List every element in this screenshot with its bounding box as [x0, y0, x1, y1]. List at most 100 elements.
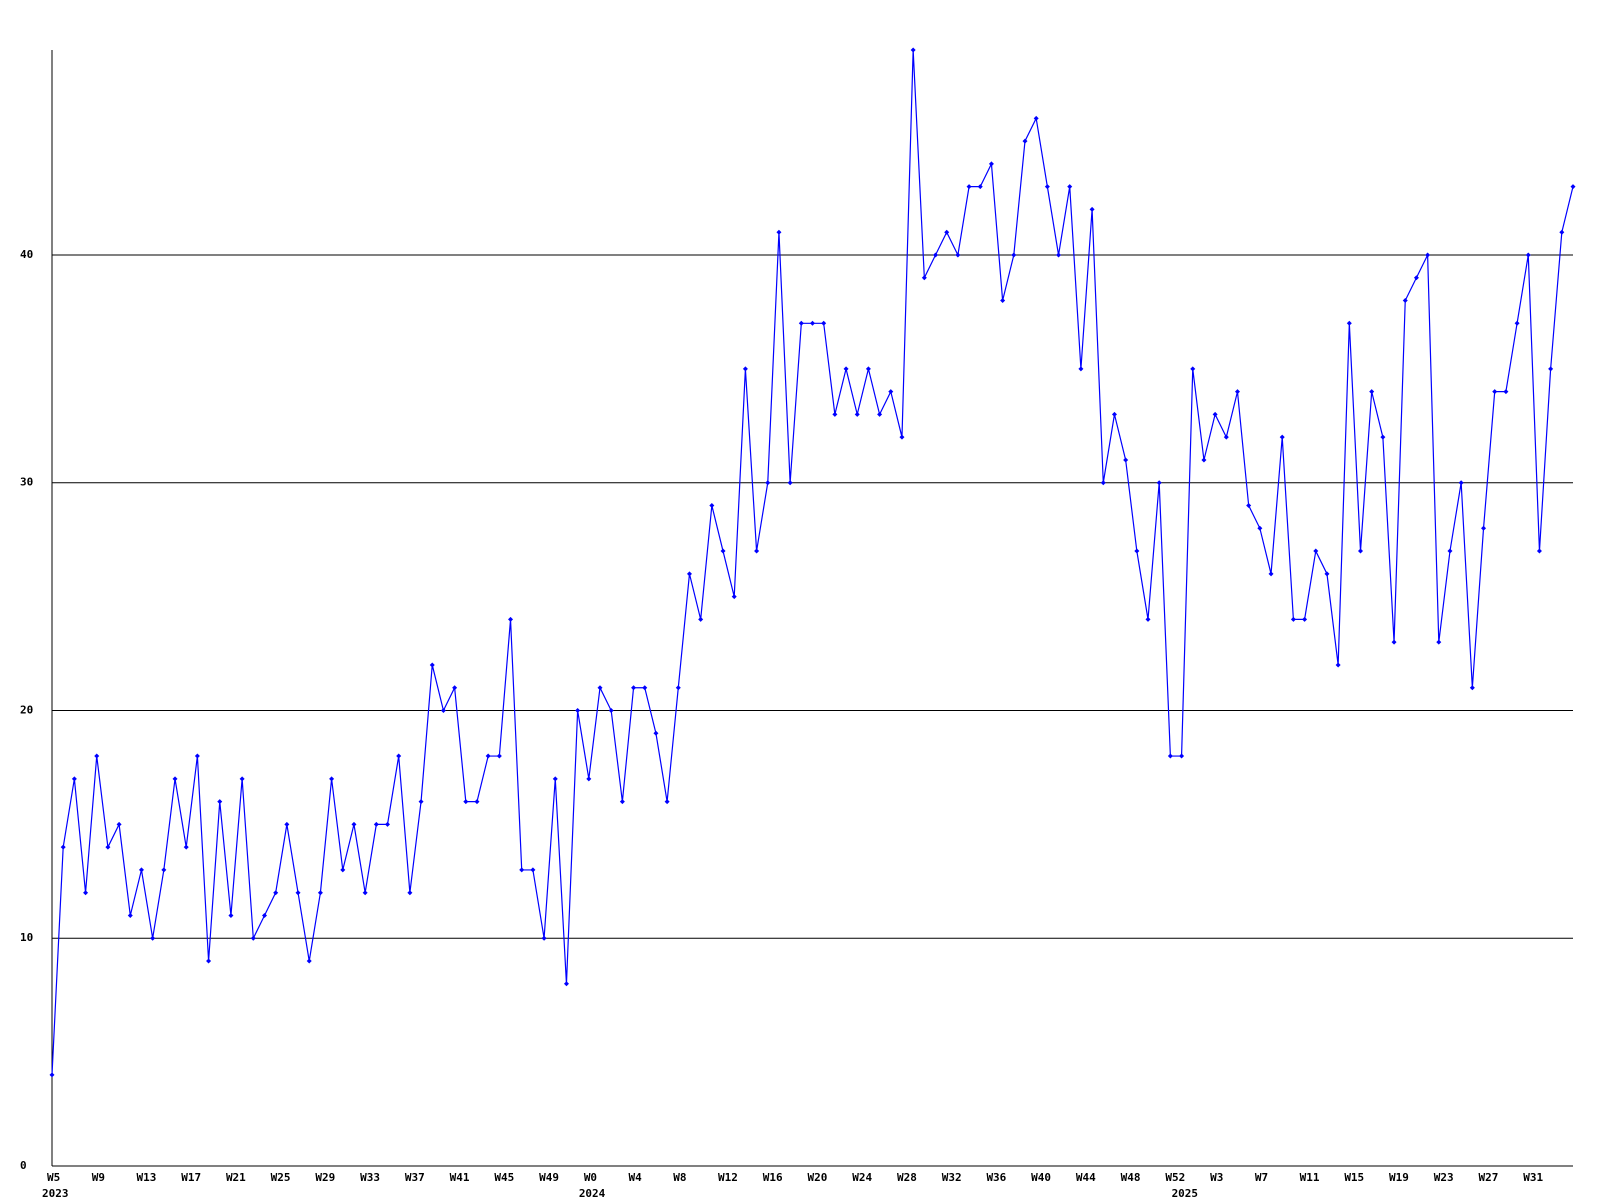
- point: [955, 252, 961, 258]
- point: [1481, 525, 1487, 531]
- point: [161, 867, 167, 873]
- x-tick-label: W25: [271, 1171, 291, 1184]
- point: [1257, 525, 1263, 531]
- point: [1346, 320, 1352, 326]
- x-tick-label: W52: [1165, 1171, 1185, 1184]
- point: [1111, 411, 1117, 417]
- x-tick-label: W27: [1479, 1171, 1499, 1184]
- point: [552, 776, 558, 782]
- x-tick-label: W45: [494, 1171, 514, 1184]
- point: [1447, 548, 1453, 554]
- x-tick-label: W8: [673, 1171, 686, 1184]
- point: [407, 890, 413, 896]
- point: [1201, 457, 1207, 463]
- point: [273, 890, 279, 896]
- point: [519, 867, 525, 873]
- point: [575, 707, 581, 713]
- x-tick-label: W33: [360, 1171, 380, 1184]
- point: [1536, 548, 1542, 554]
- point: [1279, 434, 1285, 440]
- x-tick-label: W13: [136, 1171, 156, 1184]
- x-tick-label: W31: [1523, 1171, 1543, 1184]
- x-tick-label: W0: [584, 1171, 597, 1184]
- point: [742, 366, 748, 372]
- point: [206, 958, 212, 964]
- point: [217, 799, 223, 805]
- point: [1134, 548, 1140, 554]
- x-tick-label: W9: [92, 1171, 105, 1184]
- x-tick-label: W20: [808, 1171, 828, 1184]
- point: [317, 890, 323, 896]
- point: [194, 753, 200, 759]
- x-tick-label: W5: [47, 1171, 60, 1184]
- point: [754, 548, 760, 554]
- point: [1458, 480, 1464, 486]
- point: [563, 981, 569, 987]
- point: [1525, 252, 1531, 258]
- point: [854, 411, 860, 417]
- point: [664, 799, 670, 805]
- x-year-label: 2025: [1172, 1187, 1199, 1200]
- point: [1156, 480, 1162, 486]
- point: [1324, 571, 1330, 577]
- point: [1302, 616, 1308, 622]
- point: [865, 366, 871, 372]
- point: [295, 890, 301, 896]
- point: [888, 389, 894, 395]
- point: [1391, 639, 1397, 645]
- point: [1212, 411, 1218, 417]
- point: [1044, 184, 1050, 190]
- point: [228, 912, 234, 918]
- point: [284, 821, 290, 827]
- point: [373, 821, 379, 827]
- x-tick-label: W3: [1210, 1171, 1223, 1184]
- point: [988, 161, 994, 167]
- point: [1358, 548, 1364, 554]
- point: [1190, 366, 1196, 372]
- x-tick-label: W29: [315, 1171, 335, 1184]
- point: [1503, 389, 1509, 395]
- point: [597, 685, 603, 691]
- point: [675, 685, 681, 691]
- point: [105, 844, 111, 850]
- point: [977, 184, 983, 190]
- point: [709, 503, 715, 509]
- point: [94, 753, 100, 759]
- point: [966, 184, 972, 190]
- point: [1570, 184, 1576, 190]
- point: [1067, 184, 1073, 190]
- point: [1425, 252, 1431, 258]
- point: [787, 480, 793, 486]
- point: [239, 776, 245, 782]
- point: [541, 935, 547, 941]
- point: [329, 776, 335, 782]
- point: [832, 411, 838, 417]
- y-tick-label: 0: [20, 1159, 27, 1172]
- point: [340, 867, 346, 873]
- x-tick-label: W32: [942, 1171, 962, 1184]
- point: [1223, 434, 1229, 440]
- point: [810, 320, 815, 326]
- point: [127, 912, 133, 918]
- y-tick-label: 40: [20, 248, 33, 261]
- point: [1011, 252, 1017, 258]
- point: [1335, 662, 1341, 668]
- series-line: [51, 49, 1574, 1075]
- point: [306, 958, 312, 964]
- point: [1413, 275, 1419, 281]
- x-tick-label: W15: [1344, 1171, 1364, 1184]
- point: [362, 890, 368, 896]
- point: [686, 571, 692, 577]
- x-tick-label: W4: [629, 1171, 643, 1184]
- point: [1022, 138, 1028, 144]
- point: [138, 867, 144, 873]
- x-tick-label: W7: [1255, 1171, 1268, 1184]
- point: [261, 912, 267, 918]
- point: [440, 707, 446, 713]
- point: [1246, 503, 1252, 509]
- point: [586, 776, 592, 782]
- point: [776, 229, 782, 235]
- point: [1290, 616, 1296, 622]
- point: [843, 366, 849, 372]
- point: [1469, 685, 1475, 691]
